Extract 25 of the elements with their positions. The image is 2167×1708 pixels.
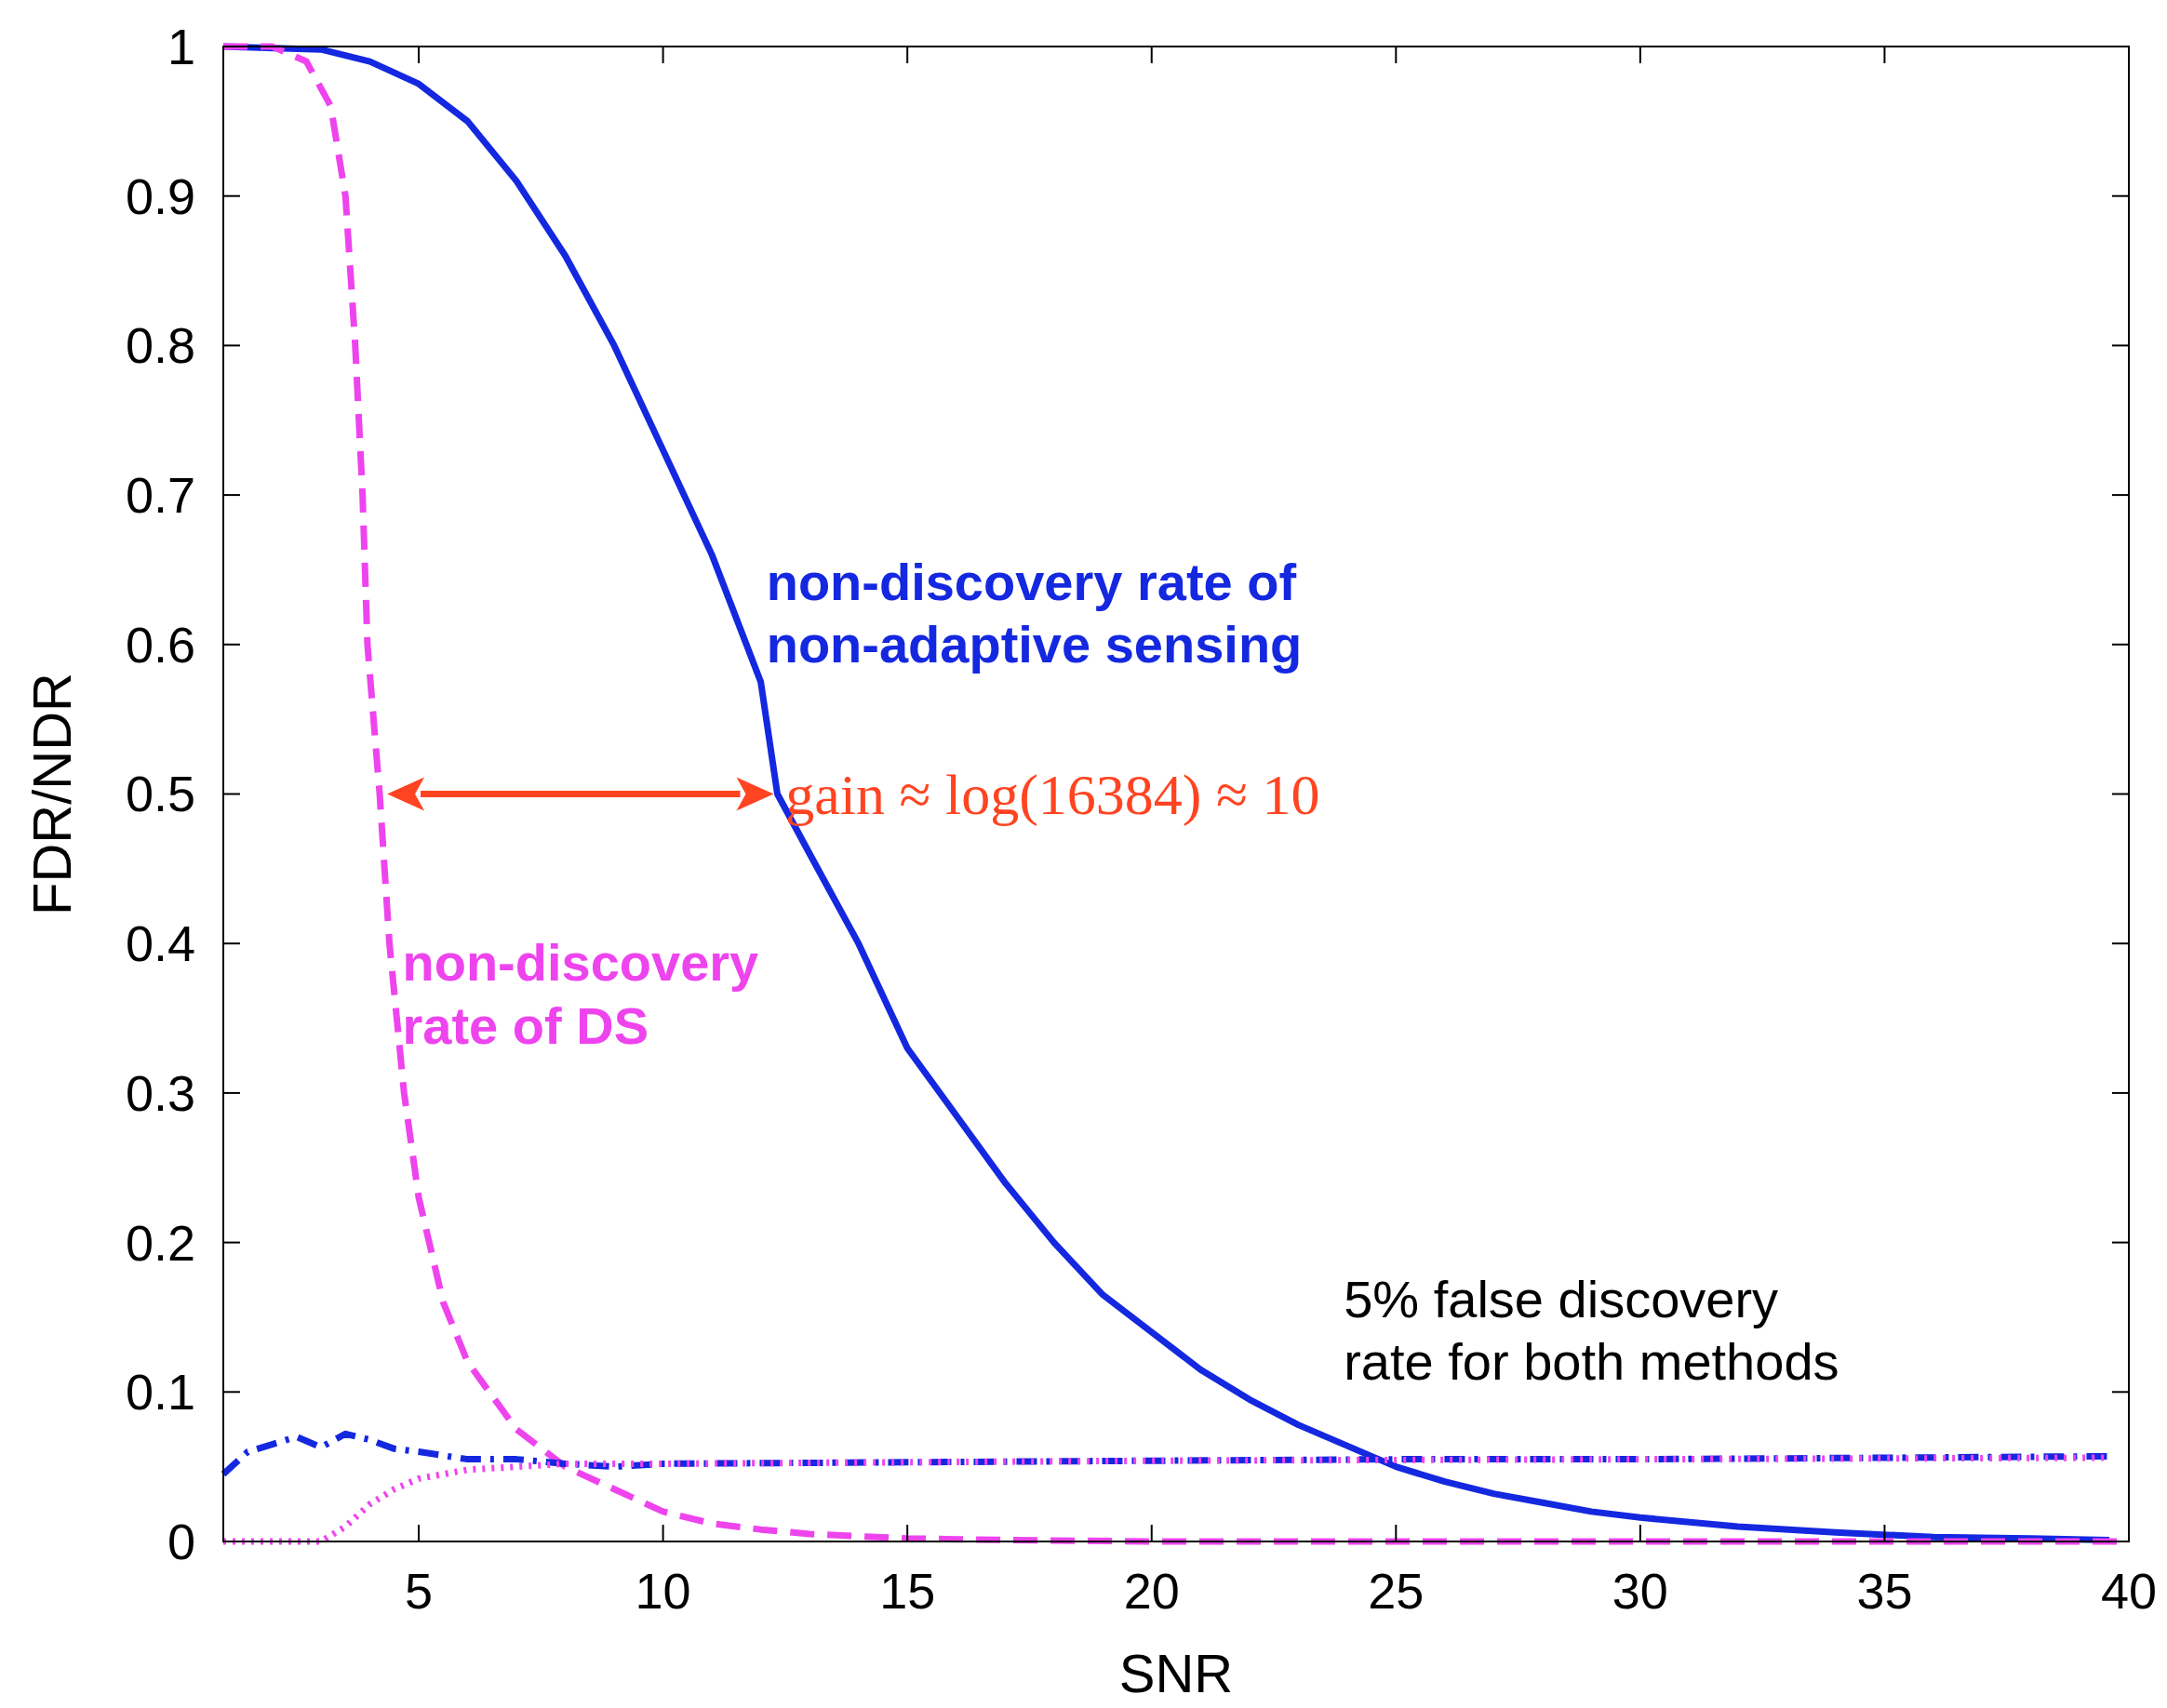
y-tick-label: 0.7 [125, 467, 195, 523]
annotation: non-discovery rate of non-adaptive sensing [766, 552, 1303, 674]
y-tick-label: 1 [167, 18, 195, 74]
y-tick-label: 0.6 [125, 616, 195, 673]
x-tick-label: 15 [879, 1563, 936, 1619]
x-tick-label: 25 [1368, 1563, 1425, 1619]
annotation: 5% false discovery rate for both methods [1344, 1269, 1839, 1392]
x-tick-label: 40 [2100, 1563, 2158, 1619]
y-axis-title: FDR/NDR [21, 673, 82, 915]
y-tick-label: 0.5 [125, 766, 195, 822]
x-tick-label: 35 [1856, 1563, 1913, 1619]
x-axis-title: SNR [1118, 1643, 1234, 1703]
y-tick-label: 0.1 [125, 1364, 195, 1421]
x-tick-label: 10 [635, 1563, 691, 1619]
annotation: gain ≈ log(16384) ≈ 10 [785, 763, 1320, 828]
annotation: non-discovery rate of DS [402, 933, 759, 1055]
x-tick-label: 30 [1612, 1563, 1668, 1619]
y-tick-label: 0.8 [125, 317, 195, 374]
x-tick-label: 5 [405, 1563, 434, 1619]
y-tick-label: 0.2 [125, 1214, 195, 1271]
y-tick-label: 0.4 [125, 915, 195, 972]
y-tick-label: 0 [167, 1513, 195, 1569]
y-tick-label: 0.9 [125, 167, 195, 224]
x-tick-label: 20 [1123, 1563, 1180, 1619]
y-tick-label: 0.3 [125, 1064, 195, 1121]
